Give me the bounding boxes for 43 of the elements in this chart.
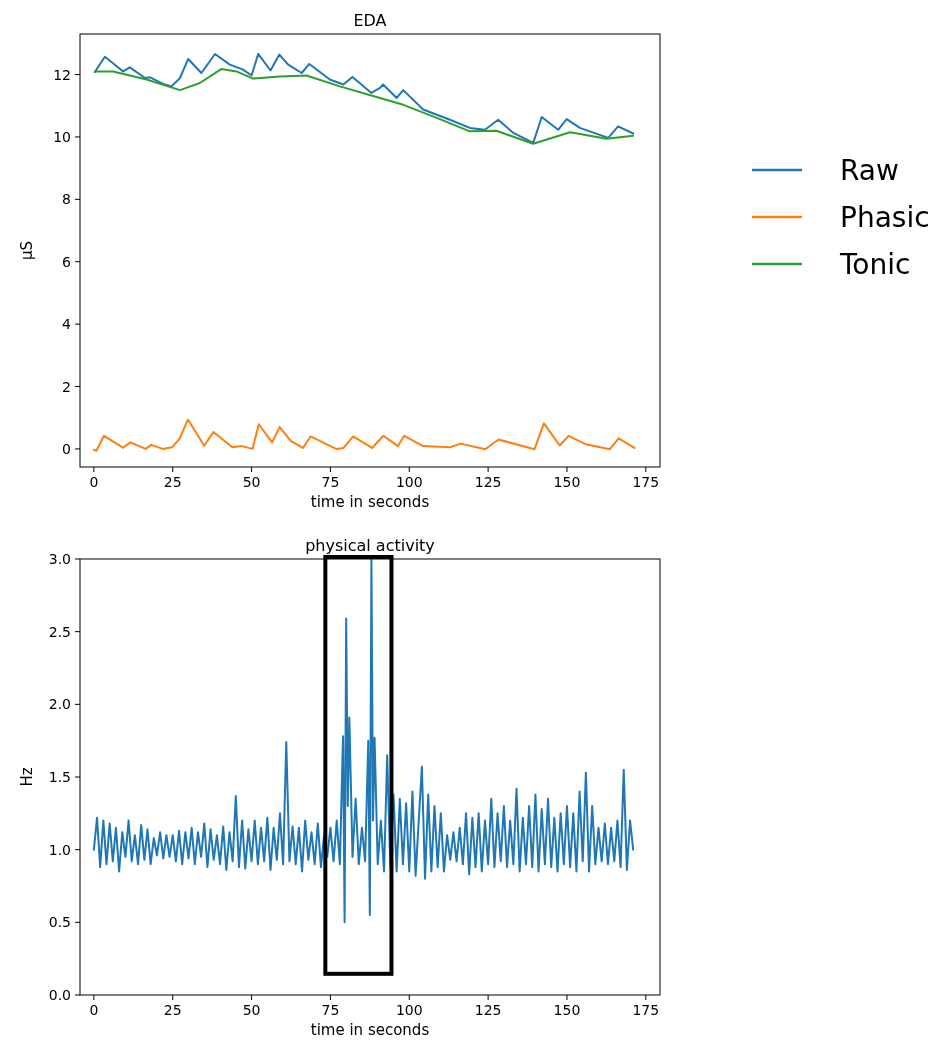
y-tick-label: 1.5 <box>48 769 71 785</box>
x-tick-label: 0 <box>89 474 99 490</box>
x-tick-label: 175 <box>632 474 660 490</box>
y-axis-title: Hz <box>18 767 36 787</box>
line-series <box>92 559 635 924</box>
x-tick-label: 0 <box>89 1002 99 1018</box>
y-tick-label: 0.0 <box>48 987 71 1003</box>
y-tick-label: 3.0 <box>48 551 71 567</box>
x-tick-label: 50 <box>242 474 261 490</box>
x-tick-label: 100 <box>395 1002 423 1018</box>
y-tick-label: 1.0 <box>48 841 71 858</box>
x-tick-label: 50 <box>242 1002 261 1018</box>
y-tick-label: 0 <box>62 440 71 457</box>
y-tick-label: 12 <box>53 66 71 83</box>
y-tick-label: 6 <box>62 253 72 270</box>
x-axis-title: time in seconds <box>310 493 430 511</box>
x-tick-label: 125 <box>474 1002 502 1018</box>
y-tick-label: 8 <box>62 191 71 208</box>
x-tick-label: 75 <box>321 474 340 490</box>
legend-label: Tonic <box>839 248 911 281</box>
y-tick-label: 2.0 <box>48 696 71 713</box>
x-tick-label: 75 <box>321 1002 340 1018</box>
x-axis-title: time in seconds <box>310 1021 430 1039</box>
y-axis-title: µS <box>18 240 36 261</box>
y-tick-label: 4 <box>62 316 72 333</box>
line-series <box>92 418 636 452</box>
legend-label: Phasic <box>840 201 930 234</box>
line-series <box>93 52 635 144</box>
x-tick-label: 125 <box>474 474 502 490</box>
line-series <box>93 67 635 145</box>
x-tick-label: 150 <box>553 1002 581 1018</box>
y-tick-label: 10 <box>53 128 71 145</box>
x-tick-label: 100 <box>395 474 423 490</box>
y-tick-label: 2 <box>62 378 71 395</box>
x-tick-label: 150 <box>553 474 581 490</box>
x-tick-label: 175 <box>632 1002 660 1018</box>
y-tick-label: 2.5 <box>48 623 71 640</box>
legend-label: Raw <box>840 154 899 187</box>
x-tick-label: 25 <box>163 474 182 490</box>
chart-title: EDA <box>353 11 387 30</box>
y-tick-label: 0.5 <box>48 914 71 931</box>
x-tick-label: 25 <box>163 1002 182 1018</box>
chart-title: physical activity <box>305 536 435 555</box>
